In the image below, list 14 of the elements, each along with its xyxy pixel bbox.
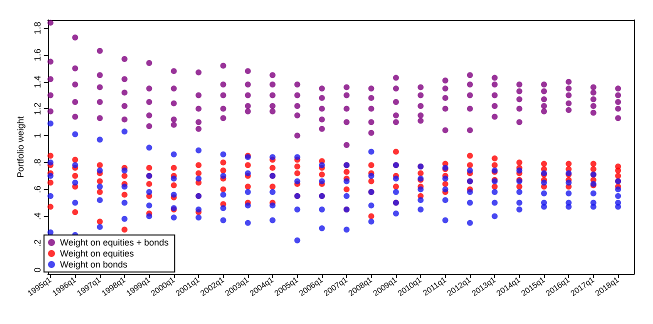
y-tick-label: 1.4	[32, 76, 42, 88]
legend-label: Weight on bonds	[60, 260, 128, 270]
y-tick-label: .6	[32, 186, 42, 194]
y-tick-label: 1	[32, 133, 42, 138]
y-tick-label: .8	[32, 158, 42, 166]
y-tick-label: 1.6	[32, 48, 42, 62]
legend-label: Weight on equities + bonds	[60, 238, 170, 248]
y-axis-title: Portfolio weight	[16, 116, 26, 178]
y-tick-label: 0	[32, 267, 42, 272]
y-tick-label: 1.2	[32, 102, 42, 115]
y-tick-label: .4	[32, 212, 42, 220]
legend-label: Weight on equities	[60, 248, 134, 258]
y-tick-label: 1.8	[32, 22, 42, 34]
y-tick-label: .2	[32, 239, 42, 247]
